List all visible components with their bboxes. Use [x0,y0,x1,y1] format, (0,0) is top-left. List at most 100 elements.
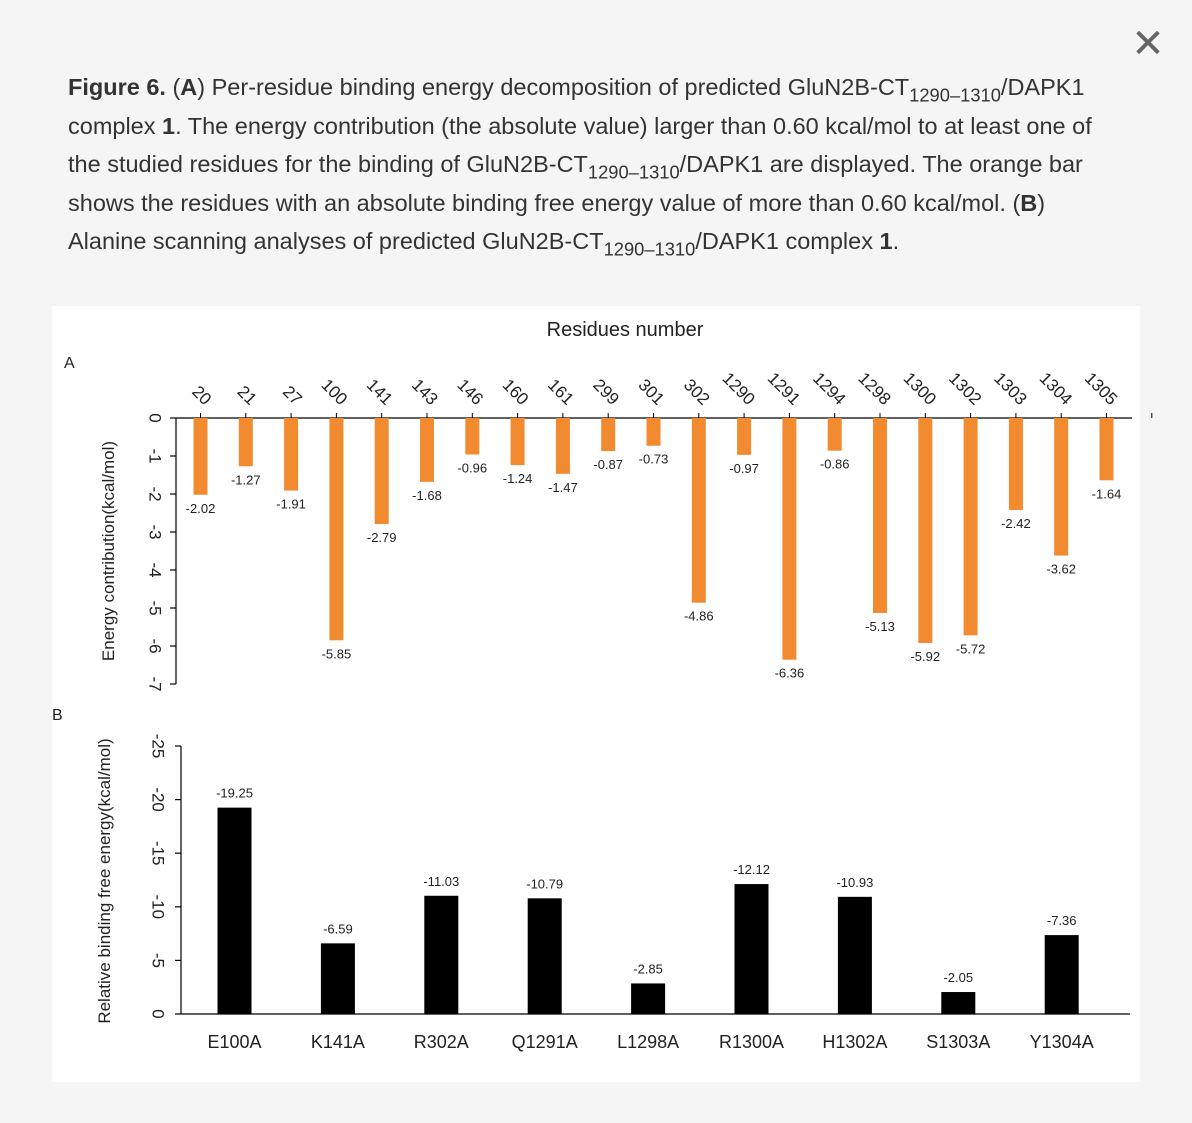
caption-text: /DAPK1 are displayed. The orange bar sho… [68,151,1083,216]
x-tick-label: R302A [414,1032,469,1052]
data-label: -10.93 [836,875,873,890]
data-label: -5.85 [322,646,352,661]
bar [555,418,570,474]
figure-caption: Figure 6. (A) Per-residue binding energy… [68,68,1108,261]
figure-label: Figure 6. [68,74,166,100]
x-tick-label: E100A [207,1032,261,1052]
data-label: -1.24 [503,471,533,486]
bar-charts: A B Residues number Energy contribution(k… [52,306,1153,1082]
bar [465,418,480,455]
bar [510,418,525,466]
data-label: -0.97 [729,461,759,476]
bar [420,418,434,482]
y-tick-label: -4 [146,562,165,577]
data-label: -12.12 [733,862,770,877]
y-tick-label: -20 [149,787,168,812]
bar [873,418,887,613]
figure: A B Residues number Energy contribution(k… [0,306,1192,1086]
data-label: -4.86 [684,609,714,624]
caption-subscript: 1290–1310 [909,84,1001,106]
data-label: -1.27 [231,472,261,487]
bar [734,884,769,1014]
bar [193,418,208,495]
bar [737,418,752,455]
bar [238,418,253,467]
y-tick-label: 0 [149,1009,168,1018]
data-label: -2.05 [943,970,973,985]
caption-text: . [892,228,900,254]
bar [1044,935,1079,1014]
data-label: -5.13 [865,619,895,634]
x-tick-label: Y1304A [1030,1032,1094,1052]
bar [320,943,355,1014]
chart-panel-b: Relative binding free energy(kcal/mol) -2… [95,734,1130,1052]
data-label: -2.42 [1001,516,1031,531]
bar [1099,418,1114,481]
y-tick-label: -25 [149,734,168,759]
chart-title: Residues number [547,319,704,341]
x-tick-label: Q1291A [512,1032,578,1052]
y-axis-label: Relative binding free energy(kcal/mol) [95,738,114,1023]
x-tick-label: R1300A [719,1032,784,1052]
y-tick-label: -5 [149,953,168,968]
data-label: -2.85 [633,961,663,976]
data-label: -6.36 [775,666,805,681]
data-label: -7.36 [1047,913,1077,928]
caption-compound: 1 [879,228,893,254]
y-tick-label: 0 [146,413,165,422]
data-label: -1.47 [548,480,578,495]
caption-subscript: 1290–1310 [603,238,696,260]
y-tick-label: -6 [146,638,165,653]
close-icon[interactable]: ✕ [1131,22,1165,66]
caption-text: . The energy contribution (the absolute … [68,112,1092,178]
data-label: -0.87 [593,457,623,472]
data-label: -5.72 [956,641,986,656]
data-label: -2.02 [186,501,216,516]
bar [527,898,562,1014]
x-tick-label: L1298A [617,1032,679,1052]
caption-text: ( [165,74,181,100]
data-label: -0.73 [639,452,669,467]
y-tick-label: -3 [146,524,165,539]
data-label: -0.86 [820,457,850,472]
y-tick-label: -5 [146,600,165,615]
data-label: -0.96 [457,460,487,475]
caption-text: /DAPK1 complex [695,228,880,254]
data-label: -1.91 [276,497,306,512]
bar [631,983,666,1014]
bar [827,418,842,451]
bar [1008,418,1023,510]
y-tick-label: -2 [146,486,165,501]
data-label: -1.68 [412,488,442,503]
bar [217,807,252,1014]
caption-subscript: 1290–1310 [587,161,680,183]
bar [782,418,797,660]
caption-panel-a: A [180,74,198,100]
caption-compound: 1 [162,112,176,139]
panel-letter-a: A [64,355,75,372]
bar [963,418,978,636]
data-label: -6.59 [323,921,353,936]
y-tick-label: -15 [149,841,168,866]
panel-letter-b: B [52,707,63,724]
bar [918,418,933,643]
caption-text: ) Per-residue binding energy decompositi… [197,74,910,100]
x-tick-label: S1303A [926,1032,990,1052]
caption-panel-b: B [1020,189,1038,216]
y-tick-label: -10 [149,895,168,920]
data-label: -3.62 [1046,562,1076,577]
data-label: -1.64 [1092,486,1122,501]
x-tick-label: H1302A [822,1032,887,1052]
bar [837,896,872,1014]
caption-text: /DAPK1 complex [68,74,1085,139]
bar [601,418,616,452]
bar [424,895,459,1014]
bar [1054,418,1069,556]
data-label: -5.92 [910,649,940,664]
data-label: -10.79 [526,876,563,891]
bar [646,418,661,446]
caption-text: ) Alanine scanning analyses of predicted… [68,189,1046,255]
data-label: -11.03 [423,874,459,889]
bar [941,992,976,1014]
bar [374,418,389,525]
